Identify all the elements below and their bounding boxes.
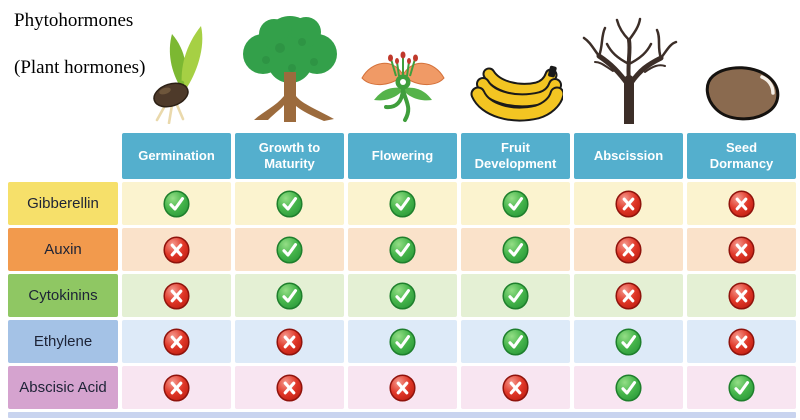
page-title: Phytohormones (Plant hormones): [14, 10, 145, 79]
cell-abscisic-acid-growth-to-maturity: [235, 366, 344, 409]
cell-abscisic-acid-fruit-development: [461, 366, 570, 409]
cross-icon: [163, 373, 190, 402]
cross-icon: [728, 281, 755, 310]
check-icon: [389, 327, 416, 356]
column-icon-strip: [122, 2, 796, 124]
header-growth-to-maturity: Growth to Maturity: [235, 133, 344, 179]
title-line-2: (Plant hormones): [14, 57, 146, 78]
bottom-strip: [8, 412, 796, 418]
row-label-auxin: Auxin: [8, 228, 118, 271]
cross-icon: [615, 235, 642, 264]
cell-abscisic-acid-seed-dormancy: [687, 366, 796, 409]
header-abscission: Abscission: [574, 133, 683, 179]
check-icon: [276, 281, 303, 310]
check-icon: [502, 235, 529, 264]
header-seed-dormancy: Seed Dormancy: [687, 133, 796, 179]
check-icon: [502, 327, 529, 356]
cross-icon: [615, 281, 642, 310]
mature-tree-icon: [242, 16, 337, 122]
icon-slot-growth: [236, 12, 344, 124]
cross-icon: [163, 327, 190, 356]
hormone-table: Germination Growth to Maturity Flowering…: [8, 133, 796, 409]
cell-auxin-fruit-development: [461, 228, 570, 271]
cell-ethylene-abscission: [574, 320, 683, 363]
cross-icon: [728, 327, 755, 356]
cell-gibberellin-abscission: [574, 182, 683, 225]
header-germination: Germination: [122, 133, 231, 179]
cell-cytokinins-seed-dormancy: [687, 274, 796, 317]
row-label-gibberellin: Gibberellin: [8, 182, 118, 225]
cell-ethylene-flowering: [348, 320, 457, 363]
cell-cytokinins-flowering: [348, 274, 457, 317]
cell-gibberellin-fruit-development: [461, 182, 570, 225]
title-line-1: Phytohormones: [14, 10, 134, 31]
cell-ethylene-seed-dormancy: [687, 320, 796, 363]
cell-abscisic-acid-flowering: [348, 366, 457, 409]
cell-auxin-germination: [122, 228, 231, 271]
cell-ethylene-germination: [122, 320, 231, 363]
cross-icon: [615, 189, 642, 218]
cell-cytokinins-germination: [122, 274, 231, 317]
bananas-icon: [470, 65, 563, 122]
cell-auxin-abscission: [574, 228, 683, 271]
check-icon: [502, 189, 529, 218]
cross-icon: [728, 189, 755, 218]
germinating-seed-icon: [152, 26, 202, 124]
cross-icon: [389, 373, 416, 402]
cross-icon: [163, 281, 190, 310]
cell-cytokinins-abscission: [574, 274, 683, 317]
cross-icon: [276, 327, 303, 356]
check-icon: [728, 373, 755, 402]
cell-gibberellin-flowering: [348, 182, 457, 225]
seed-bean-icon: [705, 66, 779, 121]
check-icon: [615, 327, 642, 356]
icon-slot-flowering: [354, 50, 452, 124]
check-icon: [276, 189, 303, 218]
check-icon: [276, 235, 303, 264]
check-icon: [615, 373, 642, 402]
leafless-tree-icon: [582, 17, 677, 124]
icon-slot-fruit: [469, 60, 563, 124]
cell-auxin-growth-to-maturity: [235, 228, 344, 271]
cross-icon: [163, 235, 190, 264]
icon-slot-germination: [141, 22, 213, 124]
cell-gibberellin-germination: [122, 182, 231, 225]
row-label-abscisic-acid: Abscisic Acid: [8, 366, 118, 409]
icon-slot-dormancy: [699, 62, 785, 124]
check-icon: [389, 235, 416, 264]
row-label-ethylene: Ethylene: [8, 320, 118, 363]
cell-abscisic-acid-germination: [122, 366, 231, 409]
cell-gibberellin-growth-to-maturity: [235, 182, 344, 225]
icon-slot-abscission: [577, 16, 681, 124]
check-icon: [389, 189, 416, 218]
header-flowering: Flowering: [348, 133, 457, 179]
corner-cell: [8, 133, 118, 179]
cell-gibberellin-seed-dormancy: [687, 182, 796, 225]
check-icon: [502, 281, 529, 310]
header-fruit-development: Fruit Development: [461, 133, 570, 179]
cross-icon: [728, 235, 755, 264]
cell-ethylene-growth-to-maturity: [235, 320, 344, 363]
cell-auxin-seed-dormancy: [687, 228, 796, 271]
cell-auxin-flowering: [348, 228, 457, 271]
cell-cytokinins-fruit-development: [461, 274, 570, 317]
row-label-cytokinins: Cytokinins: [8, 274, 118, 317]
flower-icon: [360, 51, 445, 122]
check-icon: [163, 189, 190, 218]
check-icon: [389, 281, 416, 310]
cell-cytokinins-growth-to-maturity: [235, 274, 344, 317]
cell-ethylene-fruit-development: [461, 320, 570, 363]
cell-abscisic-acid-abscission: [574, 366, 683, 409]
cross-icon: [276, 373, 303, 402]
cross-icon: [502, 373, 529, 402]
